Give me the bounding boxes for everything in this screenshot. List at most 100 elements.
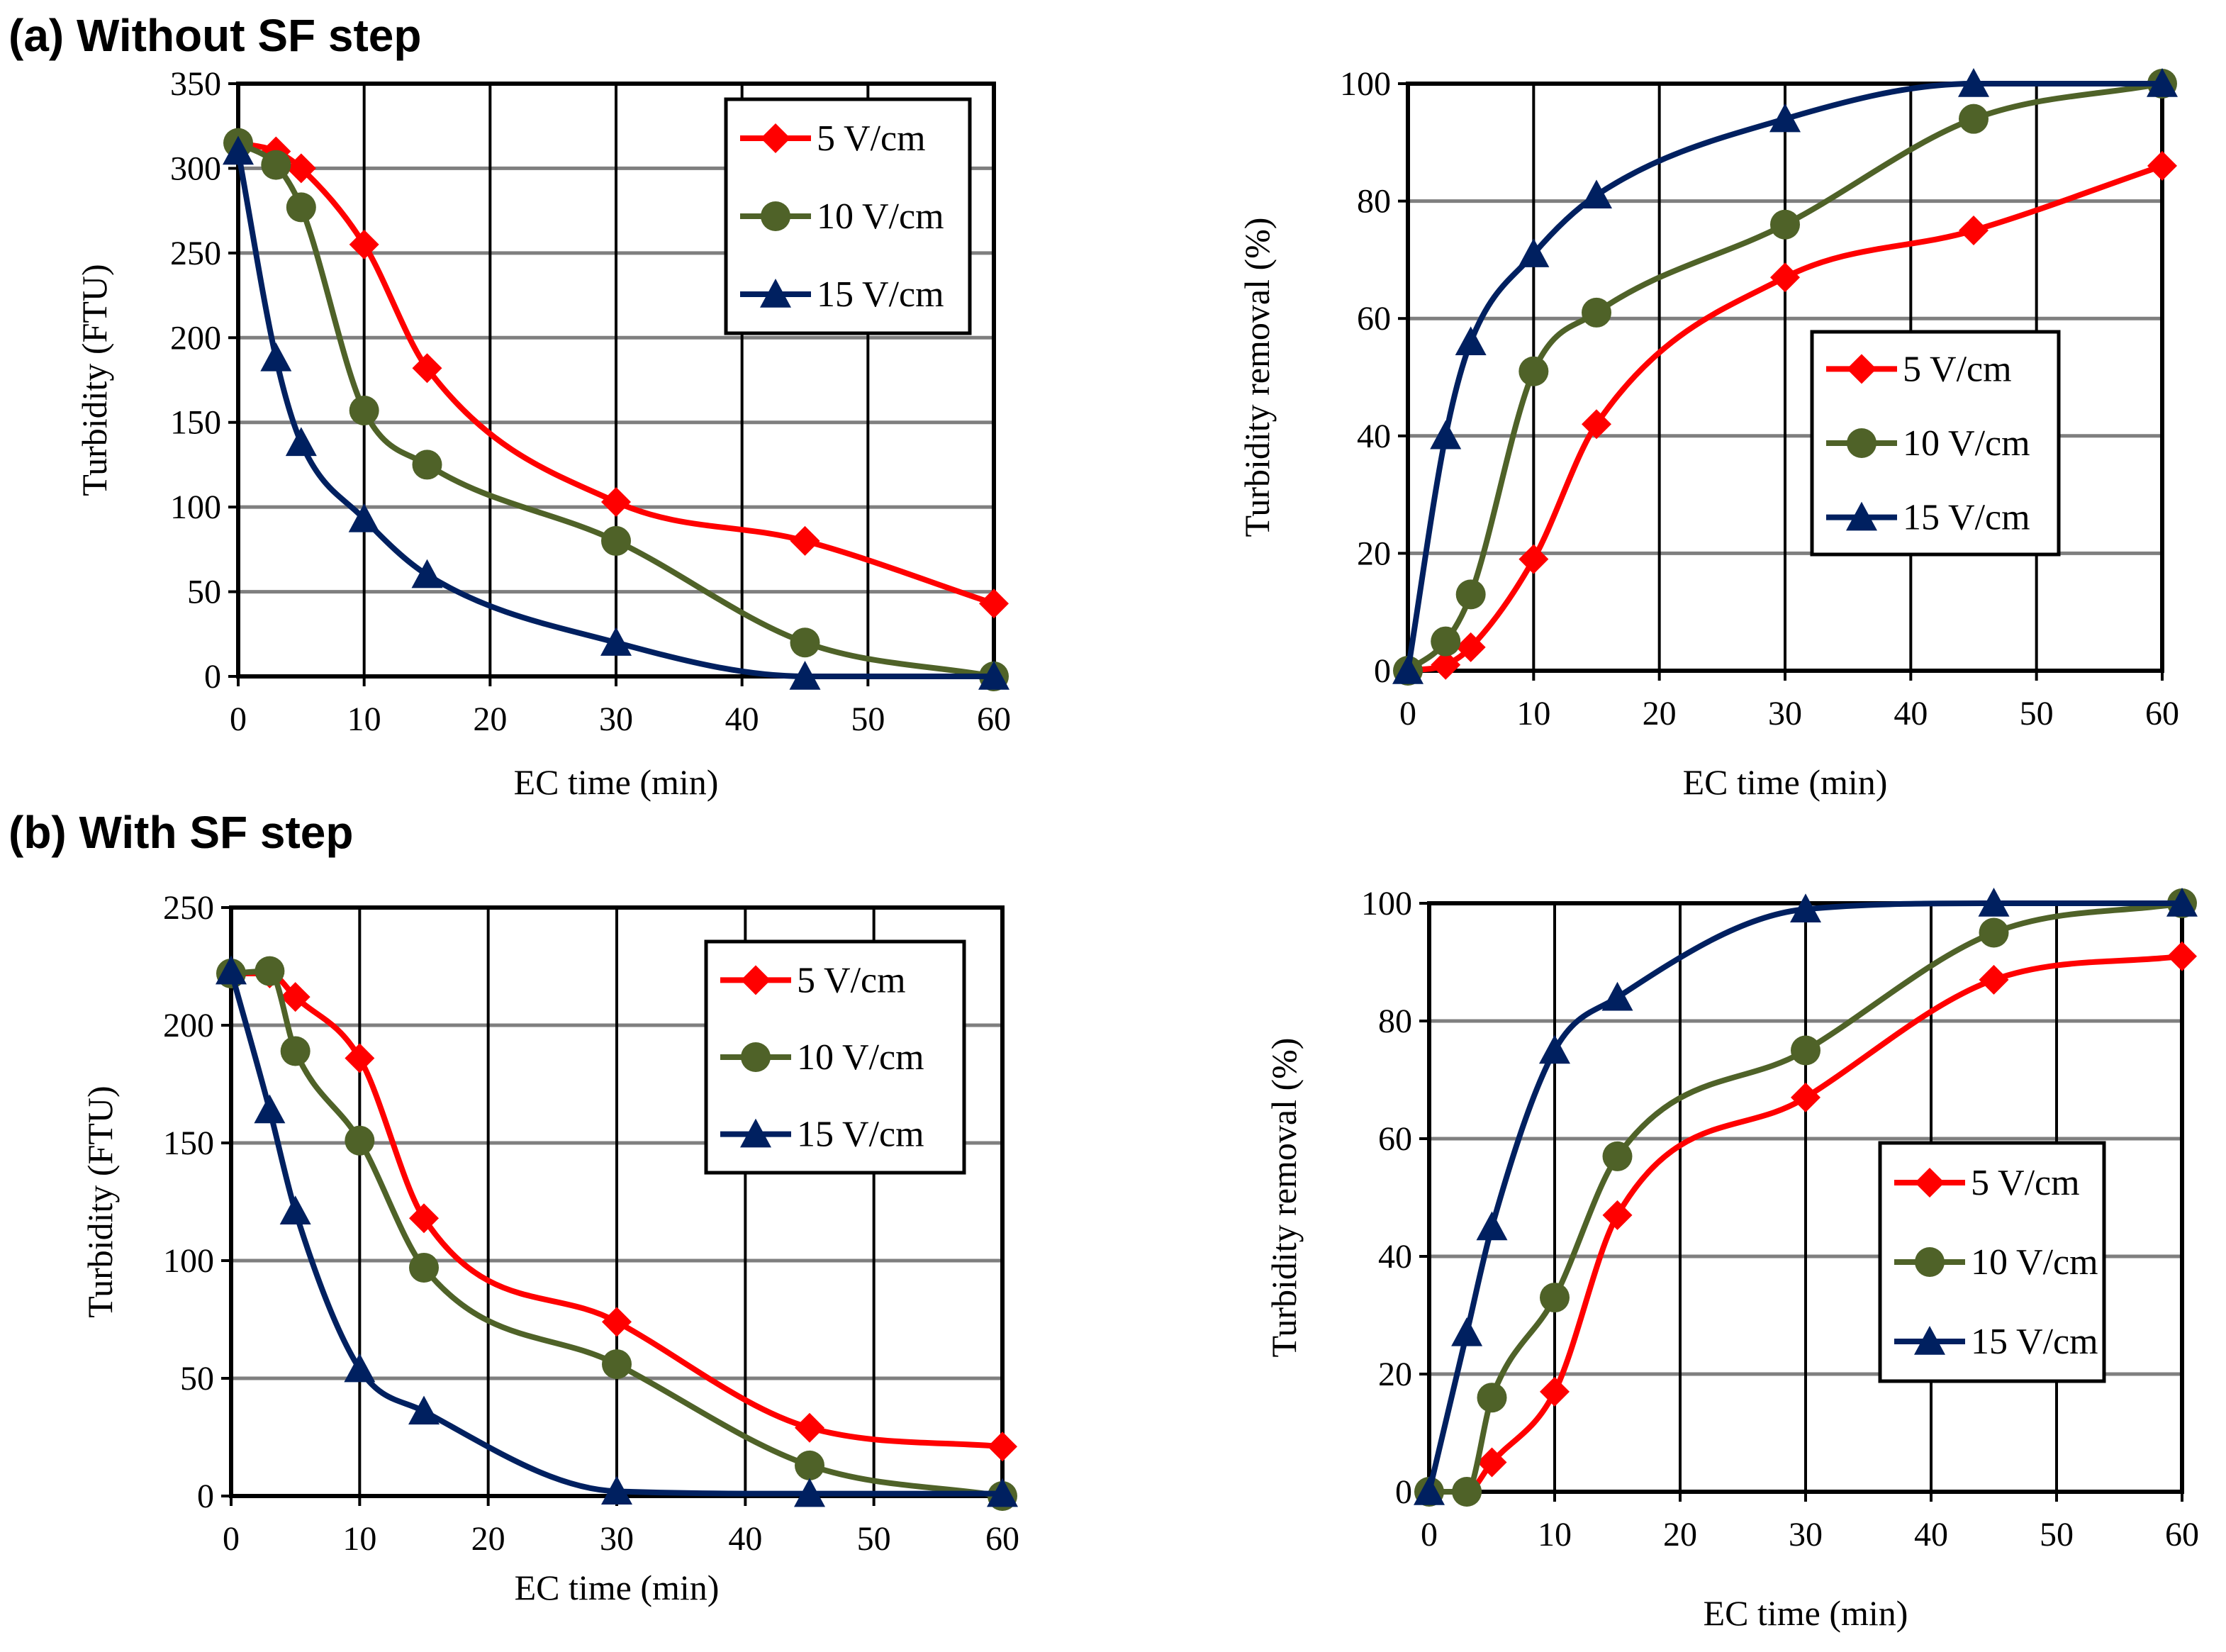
x-tick-label: 10 xyxy=(347,701,381,738)
chart-4: 0 20 40 60 80 100 0 10 20 30 40 50 60 EC time (min) Tu… xyxy=(1264,885,2199,1633)
data-point xyxy=(795,1450,824,1480)
data-point xyxy=(411,559,443,588)
data-point xyxy=(412,450,442,480)
x-tick-label: 0 xyxy=(230,701,247,738)
data-point xyxy=(349,395,379,425)
data-point xyxy=(286,192,316,223)
data-point xyxy=(1770,262,1800,293)
data-point xyxy=(409,1203,439,1234)
x-tick-label: 40 xyxy=(728,1520,762,1558)
data-point xyxy=(600,627,632,656)
legend-entry: 5 V/cm xyxy=(1903,349,2012,389)
chart-3: 0 50 100 150 200 250 0 10 20 30 40 50 60 EC time (min… xyxy=(80,889,1019,1607)
y-axis-label: Turbidity removal (%) xyxy=(1237,218,1277,537)
data-point xyxy=(1581,179,1612,209)
data-point xyxy=(601,525,631,556)
data-point xyxy=(1602,1200,1633,1230)
data-point xyxy=(1539,1034,1570,1064)
data-point xyxy=(1451,1317,1483,1346)
y-tick-label: 80 xyxy=(1357,183,1391,221)
legend-entry: 15 V/cm xyxy=(1903,498,2030,538)
y-tick-label: 250 xyxy=(163,889,214,927)
y-tick-label: 0 xyxy=(1374,652,1391,690)
legend-marker xyxy=(1915,1247,1945,1277)
data-point xyxy=(1431,626,1461,657)
data-point xyxy=(349,229,379,259)
legend-marker xyxy=(1914,1326,1945,1355)
data-point xyxy=(1770,209,1800,240)
legend-entry: 10 V/cm xyxy=(817,196,944,237)
legend-marker xyxy=(760,279,791,308)
data-point xyxy=(1518,238,1550,267)
y-tick-label: 80 xyxy=(1378,1003,1412,1040)
data-point xyxy=(285,427,317,457)
data-point xyxy=(987,1478,1018,1507)
legend: 5 V/cm 10 V/cm 15 V/cm xyxy=(1810,330,2061,557)
legend-entry: 15 V/cm xyxy=(817,274,944,315)
y-tick-label: 100 xyxy=(163,1242,214,1280)
data-point xyxy=(1582,409,1611,440)
data-point xyxy=(790,525,820,556)
y-tick-label: 300 xyxy=(170,150,221,187)
x-tick-label: 30 xyxy=(1789,1516,1823,1553)
data-point xyxy=(1430,420,1462,450)
y-tick-label: 60 xyxy=(1357,300,1391,337)
data-point xyxy=(254,1094,286,1124)
legend-marker xyxy=(761,123,790,153)
data-point xyxy=(1431,649,1461,680)
data-point xyxy=(1414,1476,1445,1505)
legend-entry: 5 V/cm xyxy=(817,118,926,159)
data-point xyxy=(2147,68,2178,97)
y-axis-label: Turbidity (FTU) xyxy=(80,1085,120,1317)
legend-entry: 5 V/cm xyxy=(1971,1163,2080,1203)
data-point xyxy=(1769,103,1801,133)
data-point xyxy=(1959,216,1989,245)
data-point xyxy=(286,153,316,184)
data-point xyxy=(795,1412,824,1443)
x-tick-label: 20 xyxy=(1663,1516,1697,1553)
chart-2: 0 20 40 60 80 100 0 10 20 30 40 50 60 EC time (min) Tu… xyxy=(1237,65,2179,802)
data-point xyxy=(1791,1082,1820,1112)
x-tick-label: 60 xyxy=(985,1520,1019,1558)
data-point xyxy=(789,661,821,690)
legend-marker xyxy=(1847,428,1877,458)
data-point xyxy=(1601,981,1633,1011)
x-tick-label: 0 xyxy=(1421,1516,1438,1553)
data-point xyxy=(1455,579,1486,610)
x-tick-label: 50 xyxy=(857,1520,891,1558)
data-point xyxy=(1979,917,2009,948)
y-tick-label: 20 xyxy=(1357,535,1391,572)
y-axis-label: Turbidity (FTU) xyxy=(74,264,114,496)
y-tick-label: 100 xyxy=(170,489,221,526)
data-point xyxy=(601,1475,632,1505)
legend-marker xyxy=(740,1118,771,1148)
data-point xyxy=(344,1353,376,1383)
data-point xyxy=(602,1307,632,1337)
legend-marker xyxy=(741,965,771,995)
data-point xyxy=(223,135,254,165)
panel-b-label: (b) With SF step xyxy=(9,807,353,858)
data-point xyxy=(345,1043,375,1073)
data-point xyxy=(988,1431,1017,1462)
y-tick-label: 250 xyxy=(170,235,221,272)
data-point xyxy=(602,1349,632,1380)
y-tick-label: 20 xyxy=(1378,1356,1412,1393)
data-point xyxy=(216,955,247,985)
data-point xyxy=(1978,888,2010,917)
x-tick-label: 20 xyxy=(473,701,507,738)
legend-entry: 10 V/cm xyxy=(1903,423,2030,464)
legend-marker xyxy=(1847,354,1877,384)
legend: 5 V/cm 10 V/cm 15 V/cm xyxy=(704,939,966,1175)
data-point xyxy=(345,1125,375,1156)
data-point xyxy=(1477,1447,1507,1478)
y-tick-label: 200 xyxy=(163,1007,214,1044)
x-tick-label: 30 xyxy=(599,701,633,738)
chart-1: 0 50 100 150 200 250 300 350 0 10 20 30 40 50 60 EC tim… xyxy=(74,65,1011,802)
legend-marker xyxy=(761,201,790,231)
data-point xyxy=(2166,888,2198,917)
y-tick-label: 200 xyxy=(170,319,221,357)
x-axis-label: EC time (min) xyxy=(515,1568,720,1607)
data-point xyxy=(1959,104,1989,134)
legend: 5 V/cm 10 V/cm 15 V/cm xyxy=(724,97,972,335)
